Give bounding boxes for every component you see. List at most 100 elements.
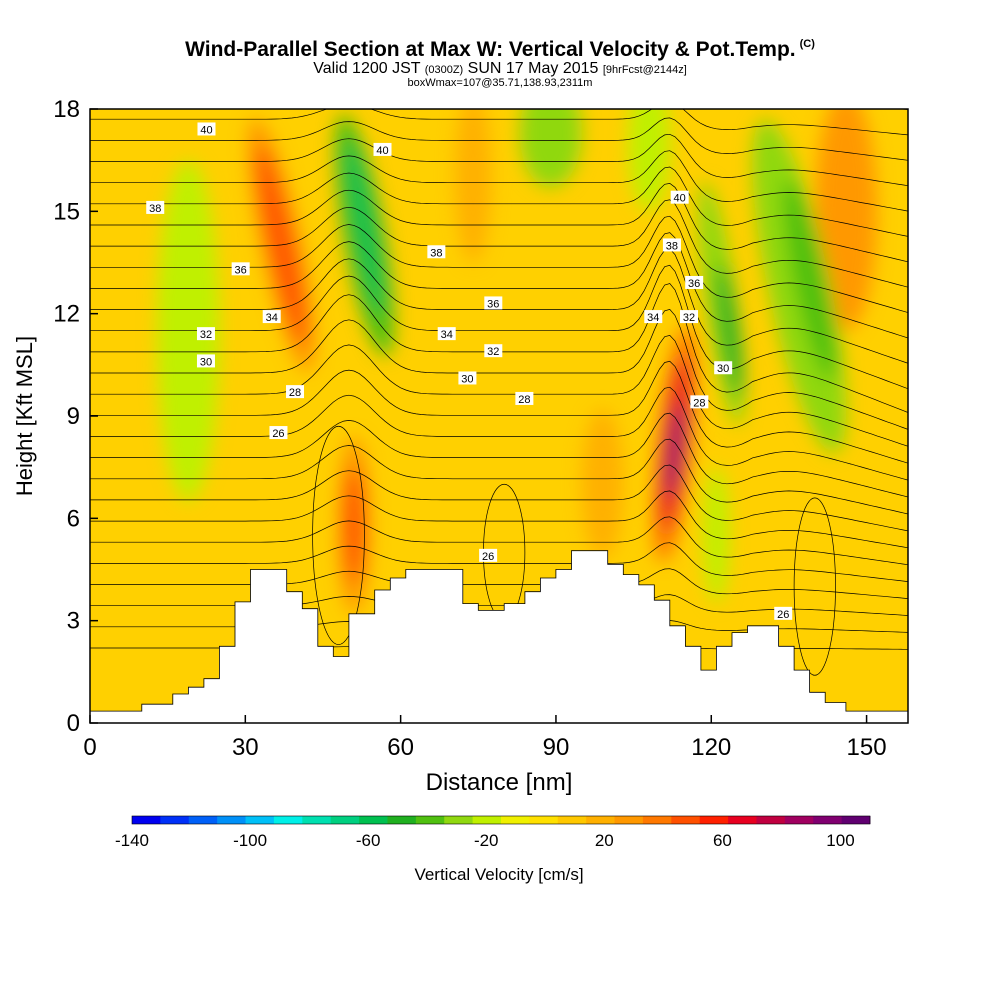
label-box [146,200,165,214]
x-tick-label: 90 [543,734,570,761]
isentrope-label: 38 [427,245,446,259]
x-tick-label: 30 [232,734,259,761]
isentrope-label: 40 [197,122,216,136]
colorbar-segment [330,816,360,824]
isentrope-label: 30 [458,371,477,385]
isentrope [90,109,908,136]
label-text: 28 [289,387,301,399]
isentrope [90,438,908,515]
isentrope [90,199,908,288]
copyright-mark: (C) [799,38,815,50]
title-main: Wind-Parallel Section at Max W: Vertical… [185,38,796,61]
label-text: 36 [688,278,700,290]
label-box [286,385,305,399]
isentrope-label: 32 [484,344,503,358]
w-cell [814,109,877,331]
isentrope-label: 28 [515,391,534,406]
colorbar-label: Vertical Velocity [cm/s] [414,865,583,884]
valid-date: SUN 17 May 2015 [467,60,599,77]
label-text: 38 [430,247,442,259]
y-tick-label: 0 [67,710,80,737]
y-axis: 0 3 6 9 12 15 18 [53,96,98,737]
terrain-mask [90,550,908,723]
isentrope [90,232,908,339]
x-tick-label: 0 [83,734,96,761]
label-text: 32 [683,312,695,324]
colorbar-segment [813,816,843,824]
colorbar-segment [671,816,701,824]
label-box [685,275,704,289]
forecast-info: [9hrFcst@2144z] [602,64,687,76]
isentrope-label: 32 [680,310,699,324]
isentrope-label: 26 [269,426,288,440]
colorbar-segment [557,816,587,824]
isentrope [90,335,908,447]
isentrope [90,542,908,582]
w-cell [783,179,836,380]
colorbar-segment [359,816,388,824]
colorbar-segment [387,816,417,824]
colorbar-segment [415,816,445,824]
isentrope [90,568,908,599]
w-cell [345,141,383,316]
label-box [515,391,534,405]
label-box [774,606,793,620]
colorbar-segment [217,816,246,824]
isentrope-label: 40 [373,142,392,157]
x-axis-label: Distance [nm] [426,769,573,796]
y-tick-label: 15 [53,198,80,225]
isentrope-label: 26 [774,606,793,621]
isentrope [90,166,908,237]
isentrope-loop [312,425,365,645]
colorbar-segment [841,816,871,824]
colorbar-segment [188,816,218,824]
label-box [458,371,477,385]
isentrope-label: 34 [644,310,663,324]
isentrope [90,248,908,364]
isentrope-label: 30 [196,354,215,368]
x-axis: 0 30 60 90 120 150 [83,715,887,761]
colorbar-tick-label: -20 [474,831,499,850]
label-text: 28 [693,397,705,409]
isentrope [90,133,908,187]
colorbar-tick-label: 20 [595,831,614,850]
label-text: 32 [487,346,499,358]
w-cell [519,109,582,188]
chart-subtitle: Valid 1200 JST (0300Z) SUN 17 May 2015 [… [0,60,1000,78]
colorbar-segment [699,816,729,824]
label-box [662,238,681,252]
w-cell [344,467,364,584]
isentrope [90,309,908,430]
y-tick-label: 6 [67,505,80,532]
colorbar-segment [728,816,757,824]
label-text: 38 [149,203,161,215]
isentrope-label: 26 [479,548,498,563]
label-box [644,310,663,324]
colorbar-segment [586,816,615,824]
colorbar-segment [529,816,559,824]
colorbar-segment [160,816,190,824]
isentrope-labels: 40 40 38 38 40 36 38 36 36 34 34 32 34 32 32 30 30 30 28 28… [146,122,793,621]
colorbar-segment [444,816,474,824]
label-box [690,395,709,409]
label-box [262,310,281,324]
label-text: 40 [376,145,388,157]
isentrope-label: 34 [262,310,281,324]
colorbar-segment [642,816,672,824]
isentrope [90,412,908,498]
colorbar-tick-label: 60 [713,831,732,850]
label-text: 34 [647,312,659,324]
isentrope-label: 36 [685,275,704,290]
isentrope [90,490,908,549]
valid-utc: (0300Z) [424,64,464,76]
isentrope-label: 28 [690,395,709,409]
label-text: 30 [717,363,729,375]
label-text: 34 [441,329,453,341]
isentrope-label: 30 [714,361,733,375]
label-text: 36 [487,298,499,310]
label-text: 36 [235,264,247,276]
isentrope [90,464,908,532]
valid-prefix: Valid 1200 JST [313,60,421,77]
isentrope [895,109,908,110]
